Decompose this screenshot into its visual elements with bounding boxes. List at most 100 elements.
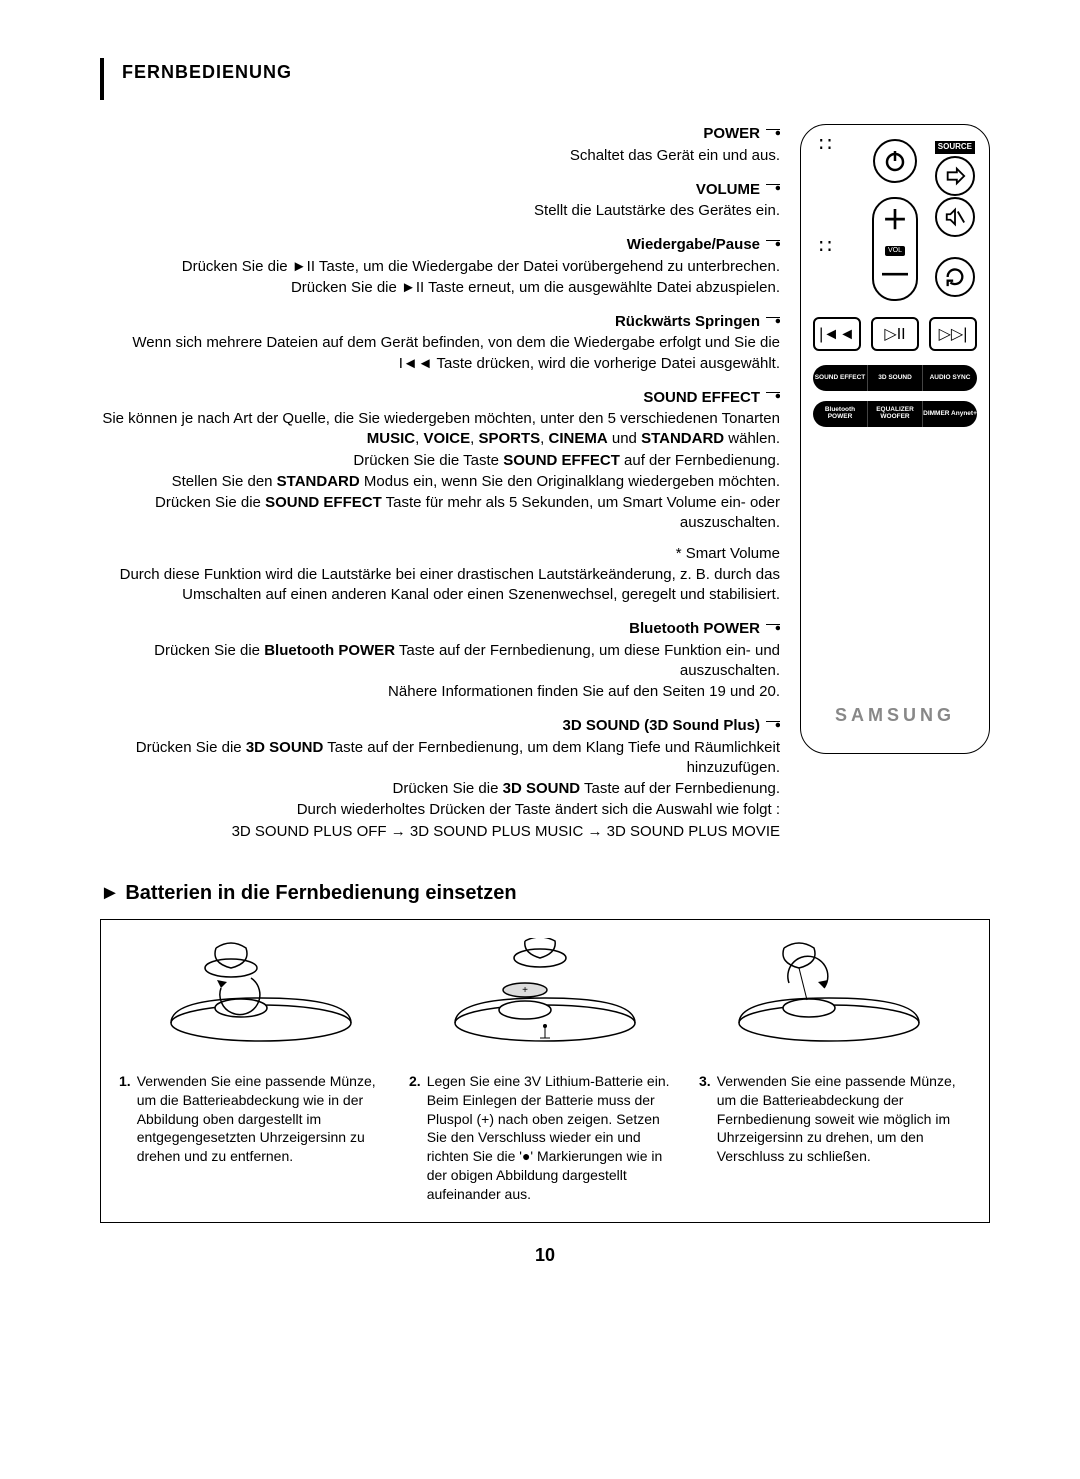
se-sv2: Durch diese Funktion wird die Lautstärke…: [100, 565, 780, 606]
se-l4a: Drücken Sie die: [155, 494, 265, 511]
se-l4b: SOUND EFFECT: [265, 494, 382, 511]
battery-steps: 1. Verwenden Sie eine passende Münze, um…: [119, 1072, 971, 1204]
3d-l2: Drücken Sie die 3D SOUND Taste auf der F…: [100, 779, 780, 799]
vol-up-icon: ＋: [874, 203, 916, 238]
se-l3: Stellen Sie den STANDARD Modus ein, wenn…: [100, 472, 780, 492]
playpause-l2: Drücken Sie die ►II Taste erneut, um die…: [100, 278, 780, 298]
power-icon: [883, 149, 907, 173]
se-l2b: SOUND EFFECT: [503, 452, 620, 469]
playpause-label: Wiedergabe/Pause: [627, 236, 780, 253]
se-l4: Drücken Sie die SOUND EFFECT Taste für m…: [100, 493, 780, 534]
battery-fig-1: [161, 938, 361, 1048]
next-button[interactable]: ▷▷|: [929, 317, 977, 351]
remote-diagram: ∷ SOURCE ＋ VOL — ∷ |◄◄ ▷II ▷▷| SOUND EF: [800, 124, 990, 754]
back-label: Rückwärts Springen: [615, 313, 780, 330]
item-volume: VOLUME Stellt die Lautstärke des Gerätes…: [100, 180, 780, 222]
se-l1a: Sie können je nach Art der Quelle, die S…: [102, 410, 780, 427]
se-l1j: STANDARD: [641, 430, 724, 447]
se-l1k: wählen.: [724, 430, 780, 447]
mute-icon: [944, 206, 966, 228]
step3-num: 3.: [699, 1072, 711, 1204]
se-l2a: Drücken Sie die Taste: [353, 452, 503, 469]
content-row: POWER Schaltet das Gerät ein und aus. VO…: [100, 124, 990, 856]
playpause-l1: Drücken Sie die ►II Taste, um die Wieder…: [100, 257, 780, 277]
battery-fig-3: [729, 938, 929, 1048]
3d-l1a: Drücken Sie die: [136, 739, 246, 756]
battery-heading: Batterien in die Fernbedienung einsetzen: [100, 880, 990, 907]
source-button[interactable]: SOURCE: [935, 135, 975, 196]
mute-button[interactable]: [935, 197, 975, 237]
play-pause-button[interactable]: ▷II: [871, 317, 919, 351]
se-l2: Drücken Sie die Taste SOUND EFFECT auf d…: [100, 451, 780, 471]
se-l1i: und: [608, 430, 641, 447]
se-l4c: Taste für mehr als 5 Sekunden, um Smart …: [382, 494, 780, 531]
3d-l3: Durch wiederholtes Drücken der Taste änd…: [100, 800, 780, 820]
se-label: SOUND EFFECT: [643, 389, 780, 406]
step1-text: Verwenden Sie eine passende Münze, um di…: [137, 1072, 391, 1204]
se-l1f: SPORTS: [478, 430, 540, 447]
section-title: FERNBEDIENUNG: [122, 60, 990, 84]
battery-fig-2: +: [445, 938, 645, 1048]
side-rule: [100, 58, 104, 100]
step2-num: 2.: [409, 1072, 421, 1204]
step3-text: Verwenden Sie eine passende Münze, um di…: [717, 1072, 971, 1204]
3d-l1c: Taste auf der Fernbedienung, um dem Klan…: [323, 739, 780, 776]
battery-figures: +: [119, 938, 971, 1048]
step-3: 3. Verwenden Sie eine passende Münze, um…: [699, 1072, 971, 1204]
battery-box: + 1. Verwenden Sie eine passende: [100, 919, 990, 1223]
bt-l1b: Bluetooth POWER: [264, 642, 395, 659]
3d-l4: 3D SOUND PLUS OFF → 3D SOUND PLUS MUSIC …: [100, 822, 780, 842]
se-l3a: Stellen Sie den: [172, 473, 277, 490]
repeat-icon: [944, 266, 966, 288]
svg-text:+: +: [522, 985, 528, 996]
item-power: POWER Schaltet das Gerät ein und aus.: [100, 124, 780, 166]
step-1: 1. Verwenden Sie eine passende Münze, um…: [119, 1072, 391, 1204]
prev-icon: |◄◄: [819, 324, 855, 346]
power-button[interactable]: [873, 139, 917, 183]
speaker-dots: ∷: [819, 141, 834, 149]
pill-dimmer[interactable]: DIMMER Anynet+: [923, 401, 977, 427]
pill-bt-power[interactable]: Bluetooth POWER: [813, 401, 868, 427]
3d-l1: Drücken Sie die 3D SOUND Taste auf der F…: [100, 738, 780, 779]
speaker-dots-2: ∷: [819, 243, 834, 251]
prev-button[interactable]: |◄◄: [813, 317, 861, 351]
page-number: 10: [100, 1243, 990, 1267]
3d-l1b: 3D SOUND: [246, 739, 324, 756]
volume-label: VOLUME: [696, 181, 780, 198]
pill-sound-effect[interactable]: SOUND EFFECT: [813, 365, 868, 391]
item-btpower: Bluetooth POWER Drücken Sie die Bluetoot…: [100, 619, 780, 702]
power-l1: Schaltet das Gerät ein und aus.: [100, 146, 780, 166]
item-soundeffect: SOUND EFFECT Sie können je nach Art der …: [100, 388, 780, 606]
step-2: 2. Legen Sie eine 3V Lithium-Batterie ei…: [409, 1072, 681, 1204]
3d-label: 3D SOUND (3D Sound Plus): [562, 717, 780, 734]
step2-text: Legen Sie eine 3V Lithium-Batterie ein. …: [427, 1072, 681, 1204]
transport-row: |◄◄ ▷II ▷▷|: [813, 317, 977, 351]
volume-rocker[interactable]: ＋ VOL —: [872, 197, 918, 301]
step1-num: 1.: [119, 1072, 131, 1204]
pill-eq-woofer[interactable]: EQUALIZER WOOFER: [868, 401, 923, 427]
play-pause-icon: ▷II: [884, 324, 905, 346]
pill-3d-sound[interactable]: 3D SOUND: [868, 365, 923, 391]
se-l1b: MUSIC: [367, 430, 415, 447]
bt-l1a: Drücken Sie die: [154, 642, 264, 659]
bt-label: Bluetooth POWER: [629, 620, 780, 637]
item-3dsound: 3D SOUND (3D Sound Plus) Drücken Sie die…: [100, 716, 780, 842]
3d-l2a: Drücken Sie die: [393, 780, 503, 797]
next-icon: ▷▷|: [939, 324, 968, 346]
se-l3c: Modus ein, wenn Sie den Originalklang wi…: [360, 473, 780, 490]
se-l3b: STANDARD: [277, 473, 360, 490]
se-sv1: * Smart Volume: [100, 544, 780, 564]
se-l1: Sie können je nach Art der Quelle, die S…: [100, 409, 780, 450]
pill-audio-sync[interactable]: AUDIO SYNC: [923, 365, 977, 391]
3d-l2c: Taste auf der Fernbedienung.: [580, 780, 780, 797]
item-back: Rückwärts Springen Wenn sich mehrere Dat…: [100, 312, 780, 374]
3d-l2b: 3D SOUND: [503, 780, 581, 797]
pill-row-1: SOUND EFFECT 3D SOUND AUDIO SYNC: [813, 365, 977, 391]
volume-l1: Stellt die Lautstärke des Gerätes ein.: [100, 201, 780, 221]
se-l1h: CINEMA: [549, 430, 608, 447]
bt-l2: Nähere Informationen finden Sie auf den …: [100, 682, 780, 702]
power-label: POWER: [703, 125, 780, 142]
repeat-button[interactable]: [935, 257, 975, 297]
brand-logo: SAMSUNG: [801, 703, 989, 727]
descriptions: POWER Schaltet das Gerät ein und aus. VO…: [100, 124, 800, 856]
